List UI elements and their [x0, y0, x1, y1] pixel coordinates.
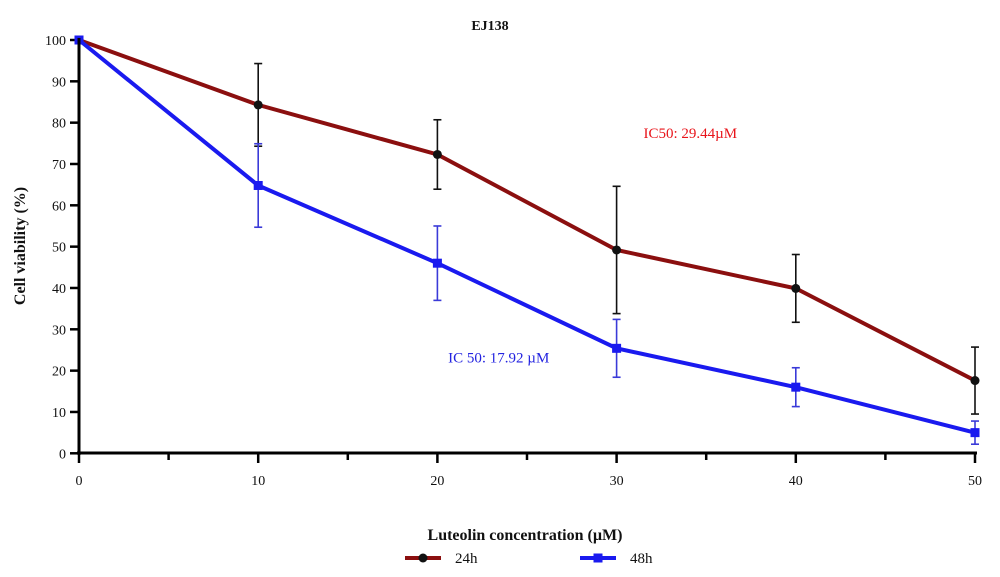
y-tick-label: 30 [52, 323, 66, 338]
ic50-annotation: IC50: 29.44µM [643, 126, 737, 142]
data-point [791, 382, 801, 392]
legend-label: 24h [455, 551, 478, 567]
data-point [253, 100, 263, 110]
x-tick-label: 40 [789, 474, 803, 489]
y-tick-label: 100 [45, 34, 66, 49]
y-tick-label: 50 [52, 241, 66, 256]
x-tick-label: 20 [430, 474, 444, 489]
x-tick-label: 10 [251, 474, 265, 489]
y-tick-label: 80 [52, 117, 66, 132]
data-point [970, 428, 980, 438]
ic50-annotation: IC 50: 17.92 µM [448, 350, 549, 366]
series-48h [74, 35, 980, 446]
x-tick-label: 50 [968, 474, 982, 489]
y-tick-label: 20 [52, 365, 66, 380]
legend: 24h 48h [405, 551, 653, 567]
data-point [253, 180, 263, 190]
chart-title: EJ138 [471, 19, 508, 34]
series-line [78, 38, 976, 383]
legend-label: 48h [630, 551, 653, 567]
data-point [612, 343, 622, 353]
x-tick-label: 30 [610, 474, 624, 489]
y-tick-label: 0 [59, 447, 66, 462]
legend-marker [418, 553, 428, 563]
data-point [432, 258, 442, 268]
data-point [432, 149, 442, 159]
y-tick-label: 60 [52, 199, 66, 214]
legend-item: 24h [405, 551, 478, 567]
series-line [77, 38, 976, 435]
data-point [970, 376, 980, 386]
x-axis-label: Luteolin concentration (µM) [428, 527, 623, 544]
y-tick-label: 90 [52, 75, 66, 90]
y-tick-label: 40 [52, 282, 66, 297]
legend-item: 48h [580, 551, 653, 567]
legend-marker [593, 553, 603, 563]
x-tick-label: 0 [76, 474, 83, 489]
y-tick-label: 10 [52, 406, 66, 421]
data-point [612, 245, 622, 255]
y-tick-label: 70 [52, 158, 66, 173]
y-axis-label: Cell viability (%) [12, 187, 29, 305]
data-point [791, 283, 801, 293]
